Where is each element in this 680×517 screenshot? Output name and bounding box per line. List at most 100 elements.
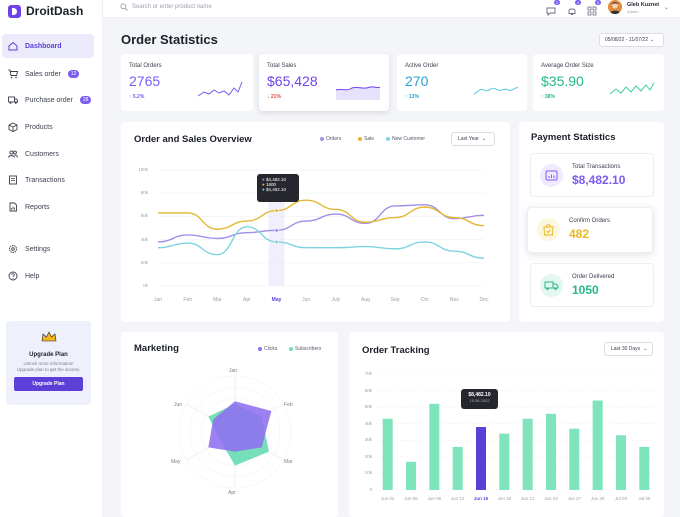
legend-sale[interactable]: Sale [358, 136, 374, 142]
payment-item-order-delivered[interactable]: Order Delivered 1050 [530, 263, 654, 307]
messages-button[interactable]: 2 [546, 0, 560, 17]
series-line-new-customer[interactable] [157, 226, 485, 259]
legend-dot [320, 137, 324, 141]
bar[interactable] [639, 446, 650, 490]
sidebar-item-products[interactable]: Products [2, 115, 94, 139]
overview-line-chart[interactable] [150, 165, 492, 290]
stat-label: Average Order Size [541, 63, 594, 69]
series-line-orders[interactable] [157, 204, 485, 243]
bar[interactable] [452, 446, 463, 490]
legend-subscribers[interactable]: Subscribers [289, 346, 321, 352]
user-name[interactable]: Gleb Kuznet [627, 2, 660, 8]
sidebar-item-label: Customers [25, 150, 59, 158]
sidebar-item-settings[interactable]: Settings [2, 237, 94, 261]
chevron-down-icon: ⌄ [643, 346, 648, 352]
payment-item-total-transactions[interactable]: Total Transactions $8,482.10 [530, 153, 654, 197]
bar[interactable] [522, 418, 533, 490]
stat-delta: ↑ 13% [405, 94, 419, 100]
stat-delta: ↑ 38% [541, 94, 555, 100]
x-tick-label: Dec [479, 297, 489, 303]
tracking-tooltip: $8,482.10 15.06.2022 [461, 389, 498, 409]
x-tick-label: Jun 27 [567, 496, 582, 501]
x-tick-label: Feb [183, 297, 192, 303]
tracking-period-dropdown[interactable]: Last 30 Days ⌄ [604, 342, 653, 356]
stat-card-active-order[interactable]: Active Order 270 ↑ 13% [397, 54, 527, 111]
bar[interactable] [382, 418, 393, 490]
sidebar-item-purchase-order[interactable]: Purchase order 28 [2, 88, 94, 112]
x-tick-label: Mar [212, 297, 222, 303]
radar-axis-label: Apr [228, 490, 236, 496]
search-bar[interactable]: Search or enter product name [120, 3, 212, 11]
stat-card-average-order-size[interactable]: Average Order Size $35.90 ↑ 38% [533, 54, 664, 111]
bar[interactable] [616, 435, 626, 490]
data-point[interactable] [274, 239, 279, 245]
x-tick-label: Jan [153, 297, 163, 303]
tooltip-value: $4,482.10 [265, 187, 287, 192]
upgrade-plan-button[interactable]: Upgrade Plan [14, 377, 83, 391]
stat-card-total-sales[interactable]: Total Sales $65,428 ↓ 21% [259, 54, 389, 111]
apps-badge: 5 [594, 0, 601, 5]
sidebar-item-customers[interactable]: Customers [2, 142, 94, 166]
sidebar-item-dashboard[interactable]: Dashboard [2, 34, 94, 58]
data-point[interactable] [274, 228, 279, 233]
stat-delta-value: 38% [544, 94, 555, 100]
legend-orders[interactable]: Orders [320, 136, 341, 142]
order-tracking-bar-chart[interactable] [374, 372, 658, 492]
stat-card-total-orders[interactable]: Total Orders 2765 ↑ 5.2% [121, 54, 253, 111]
truck-icon [540, 274, 563, 297]
payment-label: Confirm Orders [569, 218, 611, 224]
tooltip-value: $4,482.10 [265, 177, 287, 182]
legend-clicks[interactable]: Clicks [258, 346, 277, 352]
y-tick-label: 70k [364, 371, 372, 376]
wallet-icon [540, 164, 563, 187]
arrow-down-icon: ↓ [267, 94, 270, 100]
radar-area-clicks[interactable] [208, 401, 272, 452]
messages-badge: 2 [553, 0, 560, 5]
sidebar-item-label: Dashboard [25, 42, 62, 50]
x-tick-label: Jun 18 [497, 496, 512, 501]
bar[interactable] [476, 427, 486, 490]
overview-period-dropdown[interactable]: Last Year ⌄ [451, 132, 495, 146]
stat-value: $35.90 [541, 73, 584, 89]
arrow-up-icon: ↑ [541, 94, 544, 100]
x-tick-label: Jun 12 [450, 496, 465, 501]
payment-item-confirm-orders[interactable]: Confirm Orders 482 [527, 207, 653, 253]
sidebar-item-sales-order[interactable]: Sales order 12 [2, 62, 94, 86]
avatar[interactable] [608, 0, 622, 14]
bar[interactable] [546, 413, 556, 490]
sidebar-item-help[interactable]: Help [2, 264, 94, 288]
y-tick-label: 30k [364, 437, 372, 443]
legend-label: Subscribers [295, 346, 322, 352]
sidebar-item-transactions[interactable]: Transactions [2, 168, 94, 192]
x-tick-label: Jun 21 [520, 496, 535, 501]
x-tick-label: Jun 02 [380, 496, 395, 501]
bar[interactable] [569, 428, 580, 490]
bag-icon [537, 218, 560, 241]
bar[interactable] [406, 461, 416, 490]
app-logo[interactable]: DroitDash [8, 4, 83, 18]
legend-label: Clicks [264, 346, 278, 352]
sidebar-item-reports[interactable]: Reports [2, 195, 94, 219]
notifications-button[interactable]: 4 [567, 0, 581, 15]
radar-ring [178, 375, 292, 489]
chevron-down-icon[interactable]: ⌄ [664, 5, 670, 11]
bar[interactable] [592, 400, 603, 490]
stat-label: Total Sales [267, 63, 297, 69]
stat-delta-value: 21% [270, 94, 281, 100]
date-range-picker[interactable]: 05/08/22 - 11/07/22 ⌄ [599, 33, 664, 47]
search-input[interactable]: Search or enter product name [132, 4, 212, 10]
payment-value: 482 [569, 227, 590, 241]
bar[interactable] [499, 433, 510, 490]
data-point[interactable] [274, 208, 279, 213]
sparkline-total-sales [335, 86, 381, 100]
marketing-radar-chart[interactable] [170, 370, 300, 495]
legend-label: Orders [326, 136, 342, 142]
apps-button[interactable]: 5 [587, 0, 601, 16]
upgrade-description: Unlock more information! Upgrade plan to… [6, 361, 91, 373]
overview-card [121, 122, 510, 322]
upgrade-description-line: Unlock more information! [23, 361, 74, 366]
legend-new-customer[interactable]: New Customer [386, 136, 425, 142]
series-line-sale[interactable] [158, 199, 485, 230]
bar[interactable] [429, 403, 440, 490]
truck-icon [8, 96, 18, 104]
